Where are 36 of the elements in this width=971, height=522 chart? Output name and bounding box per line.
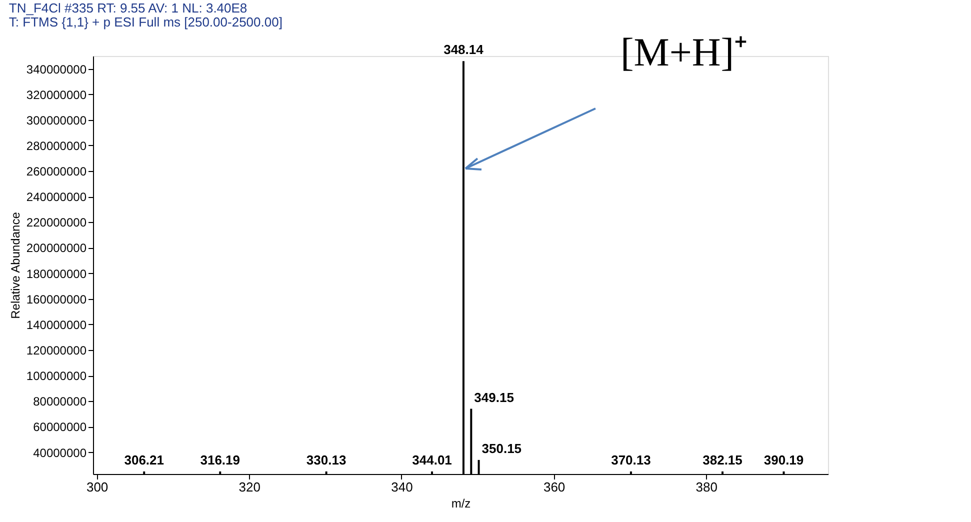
y-tick-label: 100000000	[26, 369, 87, 384]
y-tick-label: 320000000	[26, 88, 87, 102]
annotation: 382.15	[702, 452, 742, 468]
annotation: 306.21	[124, 452, 164, 468]
x-tick-label: 360	[543, 480, 566, 494]
y-tick-label: 60000000	[33, 420, 87, 434]
x-tick-label: 380	[696, 480, 718, 494]
annotation: 344.01	[412, 452, 452, 468]
x-tick-label: 300	[86, 480, 108, 494]
chart-title: TN_F4Cl #335 RT: 9.55 AV: 1 NL: 3.40E8	[8, 0, 248, 16]
y-tick-label: 220000000	[26, 216, 87, 230]
y-tick-label: 120000000	[26, 344, 87, 358]
chart-subtitle: T: FTMS {1,1} + p ESI Full ms [250.00-2500.00]	[8, 14, 282, 30]
annotation: 370.13	[611, 452, 651, 468]
annotation: 350.15	[482, 440, 522, 456]
y-tick-label: 200000000	[26, 241, 87, 256]
annotation: 330.13	[306, 452, 346, 468]
y-tick-label: 140000000	[26, 318, 87, 332]
y-axis-title: Relative Abundance	[8, 212, 22, 319]
x-tick-label: 320	[238, 480, 260, 494]
y-tick-label: 80000000	[33, 394, 87, 409]
y-tick-label: 180000000	[26, 266, 87, 281]
annotation: 349.15	[474, 390, 514, 405]
y-tick-label: 340000000	[26, 62, 87, 76]
y-tick-label: 260000000	[26, 164, 87, 179]
annotation: [M+H]⁺	[620, 29, 748, 74]
annotation: 348.14	[444, 42, 484, 58]
y-tick-label: 300000000	[26, 113, 87, 128]
annotation: 390.19	[764, 452, 804, 468]
y-tick-label: 240000000	[26, 190, 87, 204]
y-tick-label: 160000000	[26, 292, 87, 306]
y-tick-label: 40000000	[33, 446, 87, 460]
x-tick-label: 340	[391, 480, 413, 494]
x-axis-title: m/z	[451, 496, 471, 510]
y-tick-label: 280000000	[26, 138, 87, 153]
annotation: 316.19	[200, 452, 240, 468]
